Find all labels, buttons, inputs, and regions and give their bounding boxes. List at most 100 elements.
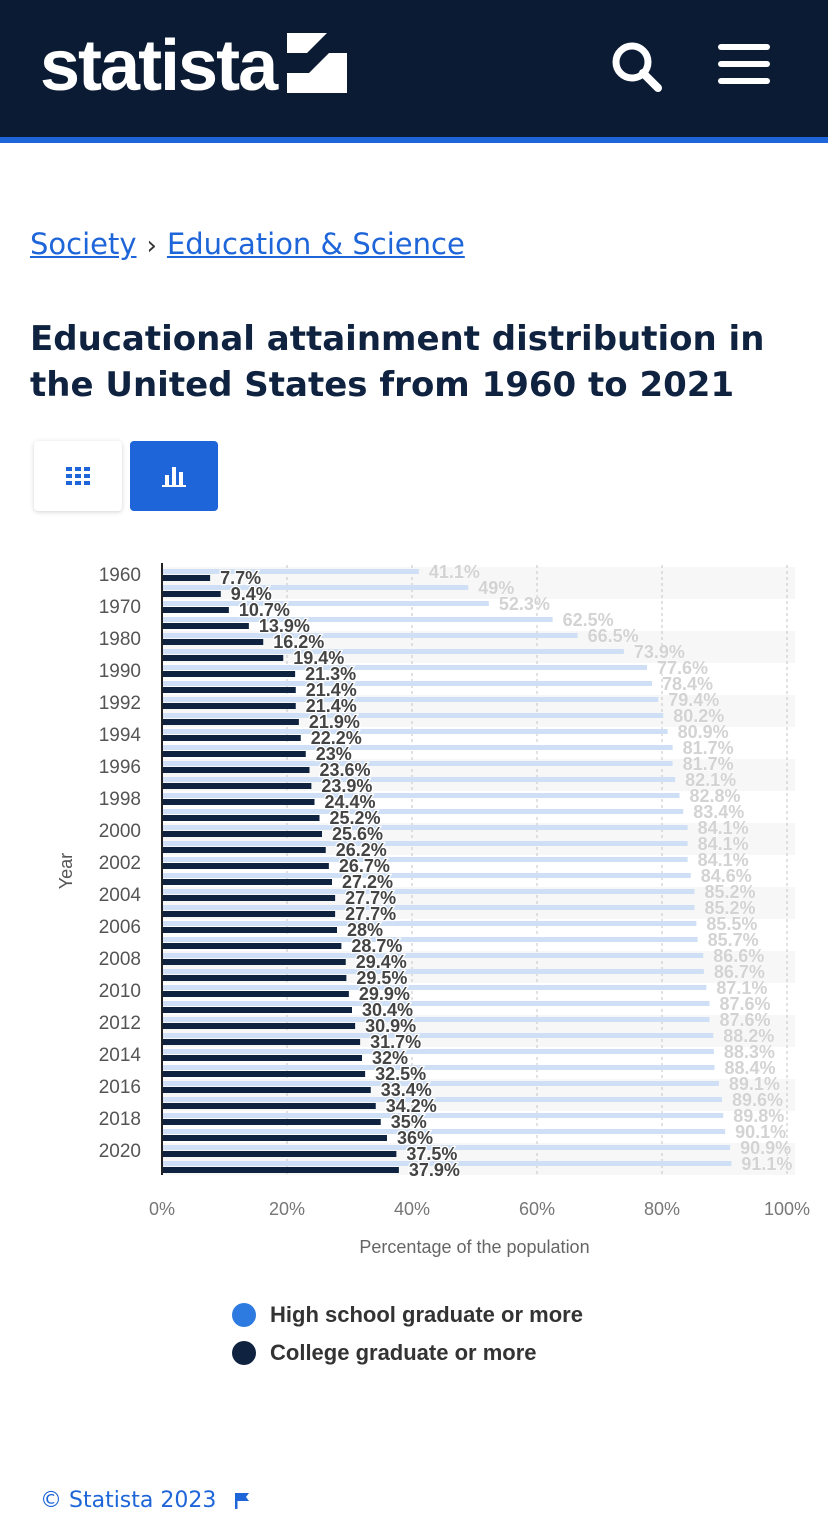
data-label-high-school: 84.1% <box>698 818 749 838</box>
bar-college <box>162 767 310 773</box>
data-label-high-school: 87.6% <box>720 994 771 1014</box>
legend-item-high-school[interactable]: High school graduate or more <box>232 1298 583 1336</box>
bar-high-school <box>162 745 673 750</box>
data-label-college: 27.7% <box>345 904 396 924</box>
breadcrumb-separator: › <box>146 231 157 261</box>
statista-logo[interactable]: statista <box>40 26 278 106</box>
x-tick-label: 100% <box>764 1199 810 1219</box>
data-label-high-school: 89.1% <box>729 1074 780 1094</box>
data-label-college: 36% <box>397 1128 433 1148</box>
y-tick-label: 1998 <box>99 789 141 810</box>
data-label-college: 30.9% <box>365 1016 416 1036</box>
bar-high-school <box>162 601 489 606</box>
data-label-college: 13.9% <box>259 616 310 636</box>
flag-icon[interactable] <box>233 1491 251 1511</box>
x-axis-title: Percentage of the population <box>359 1237 589 1257</box>
bar-high-school <box>162 777 676 782</box>
bar-college <box>162 1135 387 1141</box>
data-label-college: 22.2% <box>311 728 362 748</box>
data-label-high-school: 82.8% <box>690 786 741 806</box>
table-view-button[interactable] <box>34 441 122 511</box>
data-label-college: 29.5% <box>356 968 407 988</box>
bar-high-school <box>162 761 673 766</box>
bar-high-school <box>162 825 688 830</box>
data-label-high-school: 81.7% <box>683 738 734 758</box>
bar-college <box>162 863 329 869</box>
y-tick-label: 1994 <box>99 725 142 746</box>
data-label-college: 31.7% <box>370 1032 421 1052</box>
bar-high-school <box>162 1097 722 1102</box>
bar-high-school <box>162 1033 714 1038</box>
bar-college <box>162 751 306 757</box>
bar-high-school <box>162 649 624 654</box>
data-label-high-school: 89.6% <box>732 1090 783 1110</box>
chart-view-button[interactable] <box>130 441 218 511</box>
legend-item-college[interactable]: College graduate or more <box>232 1336 583 1374</box>
y-axis-title: Year <box>56 853 76 889</box>
y-tick-label: 2016 <box>99 1077 141 1098</box>
bar-high-school <box>162 569 419 574</box>
y-tick-label: 1996 <box>99 757 141 778</box>
copyright-text[interactable]: © Statista 2023 <box>40 1488 217 1513</box>
data-label-college: 21.4% <box>306 680 357 700</box>
data-label-high-school: 80.9% <box>678 722 729 742</box>
data-label-college: 35% <box>391 1112 427 1132</box>
data-label-college: 21.3% <box>305 664 356 684</box>
data-label-college: 24.4% <box>325 792 376 812</box>
bar-college <box>162 943 342 949</box>
data-label-college: 29.9% <box>359 984 410 1004</box>
bar-college <box>162 703 296 709</box>
bar-college <box>162 623 249 629</box>
hamburger-menu-icon[interactable] <box>716 40 772 88</box>
bar-college <box>162 879 332 885</box>
data-label-college: 27.2% <box>342 872 393 892</box>
x-tick-label: 80% <box>644 1199 680 1219</box>
bar-college <box>162 1151 397 1157</box>
y-tick-label: 2002 <box>99 853 141 874</box>
x-tick-label: 0% <box>149 1199 175 1219</box>
bar-college <box>162 831 322 837</box>
bar-college <box>162 655 284 661</box>
statista-logo-mark-icon <box>287 33 347 93</box>
data-label-high-school: 85.2% <box>705 882 756 902</box>
bar-college <box>162 687 296 693</box>
y-tick-label: 2008 <box>99 949 141 970</box>
data-label-high-school: 77.6% <box>657 658 708 678</box>
bar-high-school <box>162 585 469 590</box>
y-tick-label: 1970 <box>99 597 141 618</box>
bar-high-school <box>162 1065 715 1070</box>
bar-college <box>162 1023 356 1029</box>
data-label-high-school: 84.1% <box>698 834 749 854</box>
bar-high-school <box>162 617 553 622</box>
bar-college <box>162 639 264 645</box>
breadcrumb-education-link[interactable]: Education & Science <box>166 227 465 261</box>
bar-college <box>162 959 346 965</box>
footer: © Statista 2023 <box>40 1488 251 1513</box>
chart-legend: High school graduate or more College gra… <box>232 1298 583 1374</box>
legend-dot-high-school <box>232 1303 256 1327</box>
y-tick-label: 2012 <box>99 1013 141 1034</box>
breadcrumb: Society › Education & Science <box>30 214 465 274</box>
data-label-high-school: 87.6% <box>720 1010 771 1030</box>
bar-college <box>162 1167 399 1173</box>
data-label-high-school: 80.2% <box>673 706 724 726</box>
bar-college <box>162 671 296 677</box>
data-label-college: 27.7% <box>345 888 396 908</box>
bar-college <box>162 1119 381 1125</box>
data-label-college: 30.4% <box>362 1000 413 1020</box>
y-tick-label: 2020 <box>99 1141 141 1162</box>
breadcrumb-society-link[interactable]: Society <box>30 227 137 261</box>
data-label-college: 23.9% <box>321 776 372 796</box>
data-label-college: 26.7% <box>339 856 390 876</box>
data-label-college: 34.2% <box>386 1096 437 1116</box>
data-label-high-school: 91.1% <box>741 1154 792 1174</box>
bar-college <box>162 735 301 741</box>
data-label-college: 25.6% <box>332 824 383 844</box>
x-tick-label: 20% <box>269 1199 305 1219</box>
page-title: Educational attainment distribution in t… <box>30 319 765 405</box>
bar-college <box>162 1007 352 1013</box>
bar-high-school <box>162 905 695 910</box>
legend-label-high-school: High school graduate or more <box>270 1302 583 1327</box>
y-tick-label: 1960 <box>99 565 141 586</box>
search-icon[interactable] <box>608 38 664 94</box>
